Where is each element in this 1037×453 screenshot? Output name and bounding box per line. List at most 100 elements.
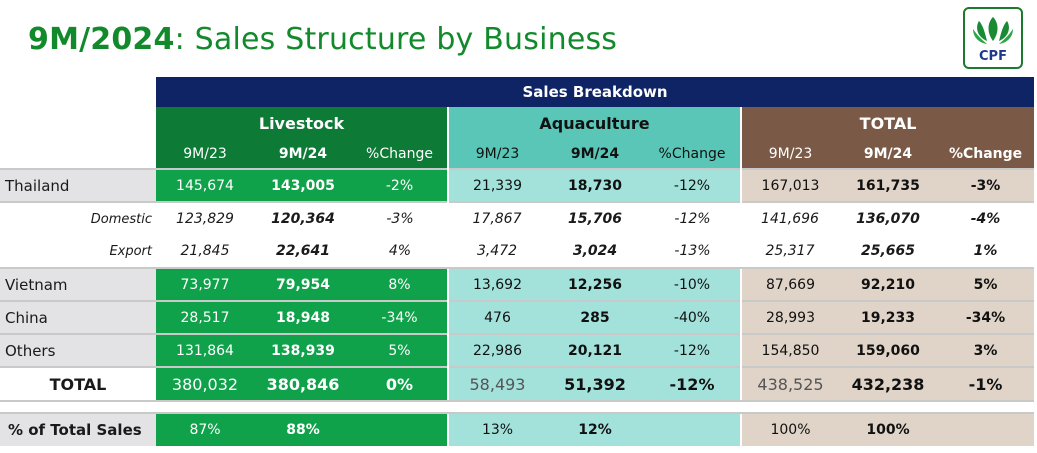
table-cell: 136,070 [839,201,937,235]
table-cell: 159,060 [839,333,937,367]
table-cell: 167,013 [740,168,839,202]
table-cell: -10% [644,267,741,301]
table-cell: -12% [644,201,741,235]
cpf-logo: CPF [963,7,1023,69]
table-row-pct-total: % of Total Sales 87% 88% 13% 12% 100% 10… [0,412,1035,446]
table-cell: 476 [447,300,546,334]
title-period: 9M/2024 [28,22,175,57]
table-row-others: Others 131,864 138,939 5% 22,986 20,121 … [0,333,1035,367]
table-cell: 17,867 [448,201,546,235]
table-row-domestic: Domestic 123,829 120,364 -3% 17,867 15,7… [0,201,1035,235]
subheader-livestock-9m23: 9M/23 [156,140,254,169]
band-row: Sales Breakdown [0,77,1035,107]
table-cell: 12% [546,412,644,446]
spacer-row [0,401,1035,413]
logo-text: CPF [979,49,1007,64]
table-cell: 18,730 [546,168,644,202]
table-cell: 380,846 [254,366,352,402]
table-cell: -3% [937,168,1035,202]
row-label: TOTAL [0,366,156,402]
table-cell: 12,256 [546,267,644,301]
table-cell: 0% [352,366,448,402]
table-cell: -3% [352,201,448,235]
table-cell: 15,706 [546,201,644,235]
table-cell: -1% [937,366,1035,402]
table-cell: -2% [352,168,448,202]
table-cell: 58,493 [447,366,546,402]
group-livestock: Livestock [156,107,448,140]
table-cell: 3,472 [448,235,546,268]
group-aquaculture: Aquaculture [447,107,741,140]
table-cell: 120,364 [254,201,352,235]
subheader-aqua-change: %Change [644,140,741,169]
cpf-leaf-logo-icon [973,17,1013,44]
table-cell: 100% [839,412,937,446]
table-cell: -12% [644,333,741,367]
table-cell: 73,977 [156,267,254,301]
table-cell: -4% [937,201,1035,235]
table-cell: 123,829 [156,201,254,235]
table-cell: 8% [352,267,448,301]
table-cell: 100% [740,412,839,446]
table-cell: -40% [644,300,741,334]
table-cell: 87,669 [740,267,839,301]
table-cell: 88% [254,412,352,446]
table-cell: 432,238 [839,366,937,402]
row-label: China [0,300,156,334]
table-row-thailand: Thailand 145,674 143,005 -2% 21,339 18,7… [0,168,1035,202]
table-cell: 25,665 [839,235,937,268]
table-cell: 285 [546,300,644,334]
table-cell: 141,696 [741,201,839,235]
subheader-row: 9M/23 9M/24 %Change 9M/23 9M/24 %Change … [0,140,1035,169]
subheader-total-change: %Change [937,140,1035,169]
table-cell: 20,121 [546,333,644,367]
row-label: % of Total Sales [0,412,156,446]
table-cell: 13,692 [447,267,546,301]
table-cell: -13% [644,235,741,268]
table-cell: 28,517 [156,300,254,334]
subheader-aqua-9m23: 9M/23 [447,140,546,169]
table-cell: 22,641 [254,235,352,268]
table-cell: 131,864 [156,333,254,367]
table-cell: 22,986 [447,333,546,367]
table-row-china: China 28,517 18,948 -34% 476 285 -40% 28… [0,300,1035,334]
table-cell: -12% [644,168,741,202]
table-cell: 25,317 [741,235,839,268]
table-cell: 138,939 [254,333,352,367]
subheader-total-9m24: 9M/24 [839,140,937,169]
page-title: 9M/2024: Sales Structure by Business [28,22,617,57]
table-cell: 13% [447,412,546,446]
group-total: TOTAL [739,107,1035,140]
table-cell: 21,845 [156,235,254,268]
table-row-total: TOTAL 380,032 380,846 0% 58,493 51,392 -… [0,366,1035,402]
table-cell: 380,032 [156,366,254,402]
table-cell: 18,948 [254,300,352,334]
subheader-aqua-9m24: 9M/24 [546,140,644,169]
table-cell: 51,392 [546,366,644,402]
table-cell: 28,993 [740,300,839,334]
table-cell: 3% [937,333,1035,367]
sales-breakdown-header: Sales Breakdown [156,77,1035,107]
sales-breakdown-table: Sales Breakdown Livestock Aquaculture TO… [0,77,1035,446]
table-cell: 143,005 [254,168,352,202]
table-cell: 5% [937,267,1035,301]
table-row-vietnam: Vietnam 73,977 79,954 8% 13,692 12,256 -… [0,267,1035,301]
table-cell: 79,954 [254,267,352,301]
table-cell: 154,850 [740,333,839,367]
row-label: Export [0,235,156,268]
table-cell: -12% [644,366,741,402]
table-cell: 145,674 [156,168,254,202]
title-text: : Sales Structure by Business [174,22,618,57]
group-header-row: Livestock Aquaculture TOTAL [0,107,1035,140]
subheader-total-9m23: 9M/23 [740,140,839,169]
row-label: Domestic [0,201,156,235]
table-cell: -34% [937,300,1035,334]
table-cell: 19,233 [839,300,937,334]
table-cell: 438,525 [740,366,839,402]
table-cell: 1% [937,235,1035,268]
table-row-export: Export 21,845 22,641 4% 3,472 3,024 -13%… [0,235,1035,268]
row-label: Others [0,333,156,367]
subheader-livestock-9m24: 9M/24 [254,140,352,169]
table-cell: 87% [156,412,254,446]
table-cell: 3,024 [546,235,644,268]
